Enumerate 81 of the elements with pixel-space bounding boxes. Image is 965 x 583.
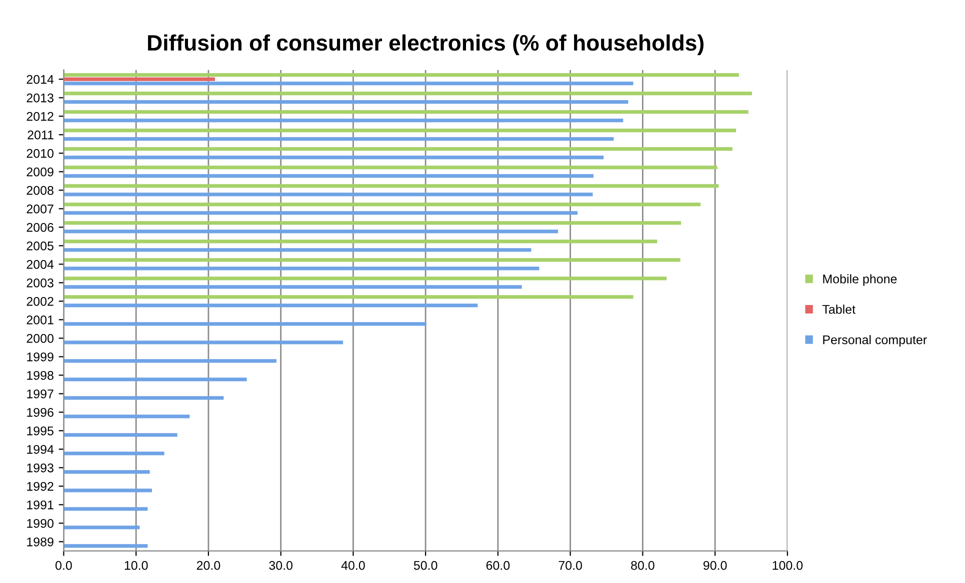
y-tick-label: 1991 (27, 500, 54, 510)
bar (64, 526, 140, 530)
chart-title: Diffusion of consumer electronics (% of households) (148, 34, 704, 56)
x-tick-label: 20.0 (196, 560, 220, 570)
y-tick-label: 2009 (26, 168, 54, 176)
y-tick-label: 1990 (27, 518, 54, 528)
bar (64, 295, 634, 299)
bar (64, 285, 522, 289)
bar (64, 137, 614, 141)
y-tick-label: 2013 (26, 94, 54, 102)
bar (64, 414, 190, 418)
x-tick-label: 100.0 (772, 560, 803, 570)
legend-label: Tablet (822, 304, 856, 314)
bar (64, 174, 594, 178)
y-tick-label: 1994 (27, 444, 54, 454)
y-tick-label: 2005 (26, 242, 54, 250)
y-tick-label: 2008 (26, 186, 54, 195)
y-tick-label: 2012 (26, 112, 54, 121)
y-tick-label: 2004 (26, 260, 54, 269)
y-tick-label: 1996 (27, 408, 54, 417)
y-tick-label: 2000 (26, 334, 54, 343)
y-tick-label: 2010 (26, 149, 54, 158)
bar (64, 240, 658, 244)
bar (64, 322, 426, 326)
bar (64, 266, 540, 270)
y-tick-label: 2006 (26, 223, 54, 232)
y-tick-label: 2007 (26, 204, 54, 214)
x-tick-label: 50.0 (414, 560, 438, 570)
x-tick-label: 30.0 (269, 560, 292, 570)
bar (64, 396, 224, 400)
legend-label: Personal computer (823, 335, 927, 347)
bar (64, 359, 276, 363)
x-tick-label: 40.0 (341, 560, 365, 570)
bar (64, 73, 739, 77)
y-tick-label: 2014 (26, 75, 54, 84)
y-tick-label: 1997 (27, 389, 54, 398)
bar (64, 202, 701, 206)
bar (64, 110, 748, 114)
bar (64, 488, 152, 492)
y-tick-label: 2001 (26, 316, 54, 324)
y-tick-label: 2011 (28, 130, 54, 140)
bar (64, 378, 247, 382)
bar (64, 92, 752, 96)
bar (64, 156, 604, 160)
y-tick-label: 1998 (27, 370, 54, 380)
bar (64, 82, 634, 86)
bar (64, 221, 682, 225)
bar (64, 507, 148, 511)
bar (64, 166, 718, 170)
bar (64, 118, 624, 122)
bar (64, 77, 215, 82)
bar (64, 452, 164, 456)
y-tick-label: 1999 (27, 352, 54, 362)
bar (64, 340, 344, 344)
x-tick-label: 70.0 (558, 560, 582, 570)
bar (64, 304, 478, 308)
bar (64, 128, 736, 132)
legend-label: Mobile phone (823, 274, 897, 286)
bar (64, 100, 628, 104)
x-tick-label: 10.0 (124, 560, 148, 570)
y-tick-label: 1993 (27, 463, 54, 472)
x-tick-label: 60.0 (486, 560, 510, 570)
y-tick-label: 1989 (27, 537, 54, 546)
x-tick-label: 80.0 (631, 560, 654, 570)
bar (64, 248, 532, 252)
bar (64, 230, 558, 234)
bar (64, 192, 593, 196)
bar (64, 470, 150, 474)
bar (64, 184, 719, 188)
bar (64, 147, 732, 151)
y-tick-label: 2003 (26, 278, 54, 288)
bar (64, 433, 178, 437)
y-tick-label: 1992 (27, 482, 54, 491)
bar (64, 544, 148, 548)
x-tick-label: 0.0 (55, 560, 72, 570)
y-tick-label: 2002 (26, 297, 54, 306)
x-tick-label: 90.0 (703, 560, 727, 570)
bar (64, 211, 578, 215)
bar (64, 258, 680, 262)
y-tick-label: 1995 (27, 426, 54, 436)
bar (64, 276, 667, 280)
